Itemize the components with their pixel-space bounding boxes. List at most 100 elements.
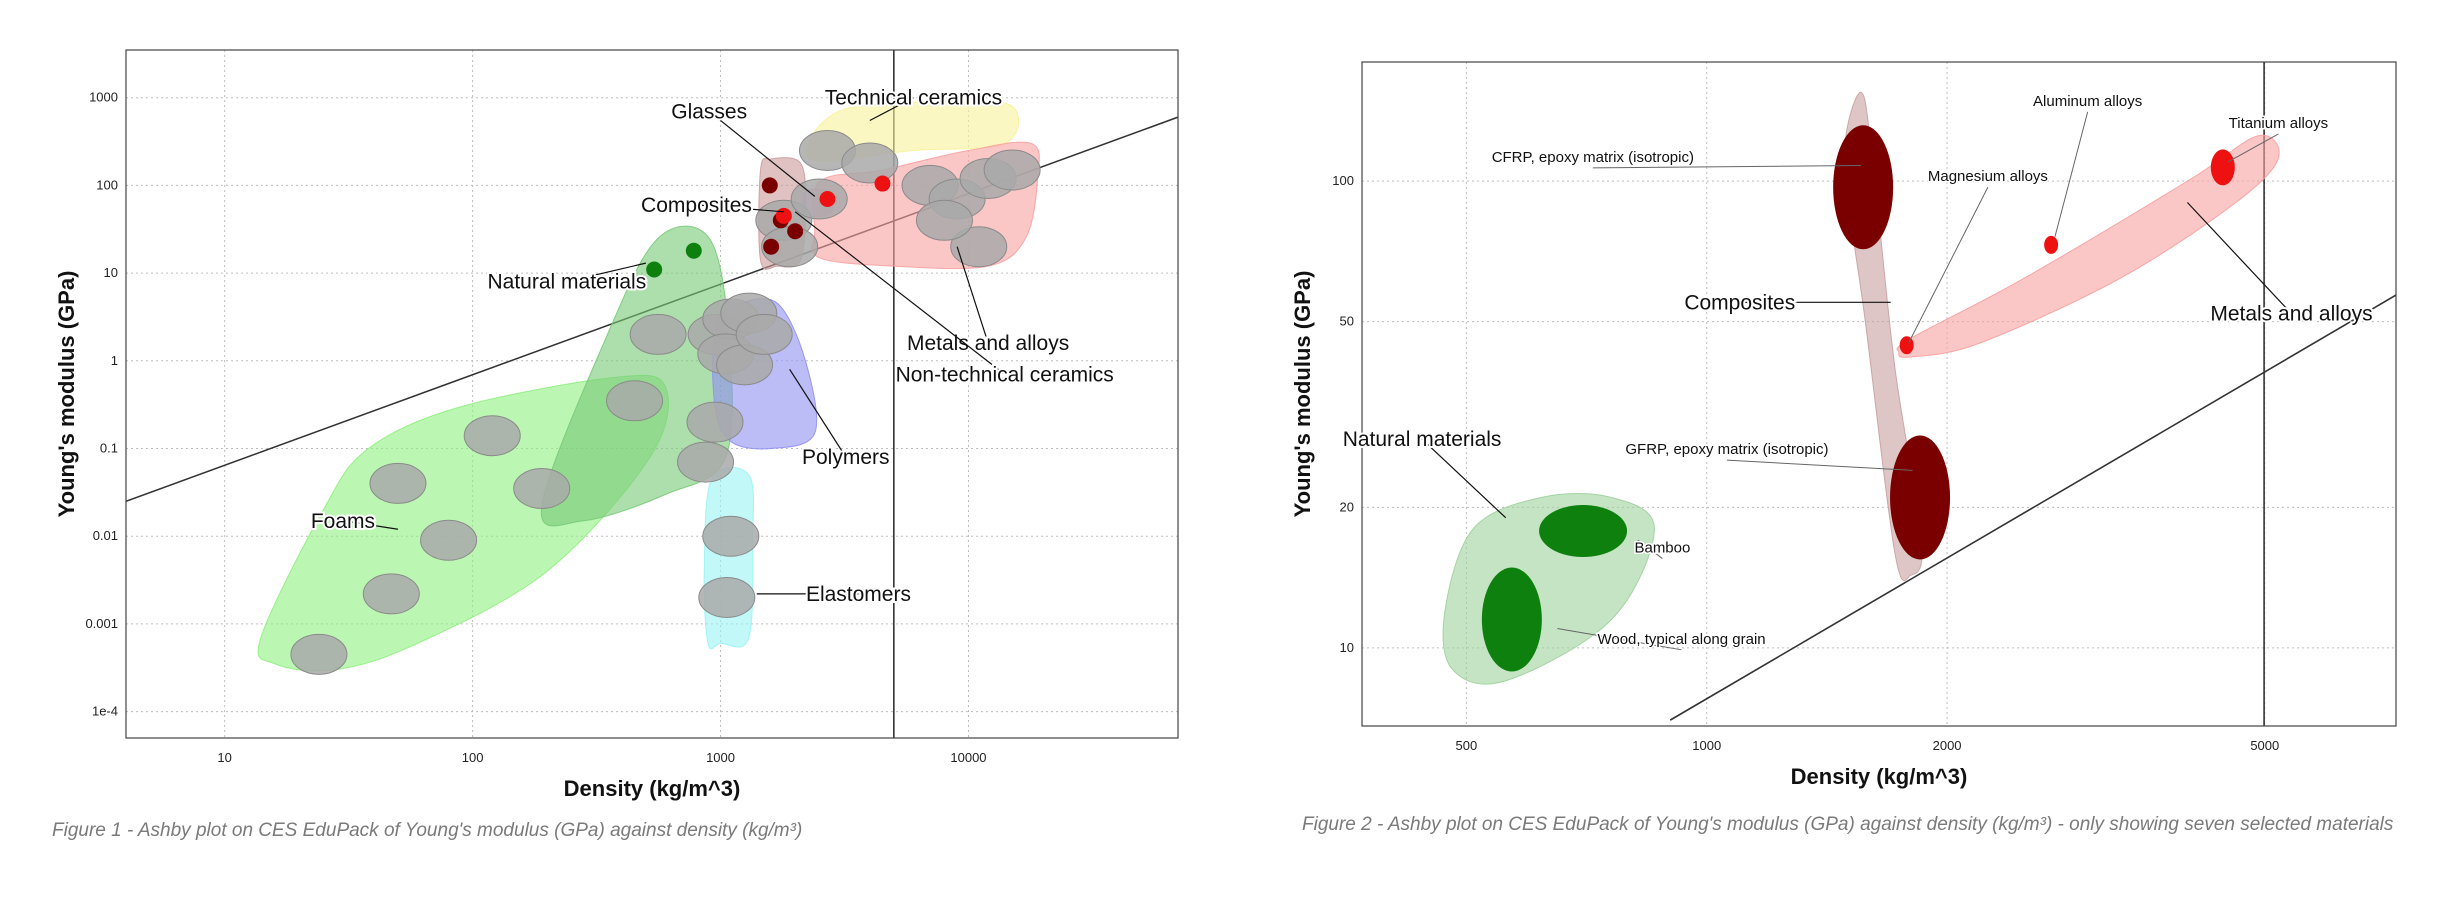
aluminum-alloys-label: Aluminum alloys bbox=[2033, 93, 2142, 110]
magnesium-alloys-label: Magnesium alloys bbox=[1928, 168, 2048, 185]
gfrp-epoxy-matrix-isotropic-label: GFRP, epoxy matrix (isotropic) bbox=[1625, 441, 1828, 458]
technical-ceramics-label: Technical ceramics bbox=[825, 87, 1002, 110]
guideline bbox=[1669, 294, 2396, 721]
gfrp-epoxy-matrix-isotropic-leader bbox=[1726, 459, 1913, 471]
titanium-alloys-marker bbox=[2210, 149, 2235, 186]
y-tick-label: 50 bbox=[1340, 314, 1354, 329]
glasses-label: Glasses bbox=[671, 100, 747, 123]
natural-materials-label: Natural materials bbox=[487, 271, 646, 294]
bamboo-label: Bamboo bbox=[1634, 540, 1690, 557]
metals-and-alloys-member bbox=[915, 199, 973, 241]
x-axis-title: Density (kg/m^3) bbox=[1791, 764, 1968, 789]
foams-label: Foams bbox=[311, 510, 375, 533]
bamboo-marker bbox=[1539, 504, 1628, 557]
non-technical-ceramics-leader bbox=[794, 211, 1006, 375]
x-tick-label: 5000 bbox=[2250, 738, 2279, 753]
composites-label: Composites bbox=[1684, 291, 1795, 314]
composites-highlight bbox=[787, 223, 804, 240]
bamboo-leader bbox=[1637, 539, 1663, 559]
figure-2-caption: Figure 2 - Ashby plot on CES EduPack of … bbox=[1302, 814, 2394, 835]
y-tick-label: 1 bbox=[111, 353, 118, 368]
y-tick-label: 100 bbox=[1332, 173, 1354, 188]
aluminum-alloys-leader bbox=[2054, 111, 2089, 237]
figure-1-caption: Figure 1 - Ashby plot on CES EduPack of … bbox=[52, 820, 803, 841]
natural-materials-label: Natural materials bbox=[1343, 428, 1502, 451]
chart-2: 500 1000 2000 5000 10 20 50 100 Density (kg/m^3)… bbox=[1290, 0, 2444, 894]
natural-materials-member bbox=[629, 313, 687, 355]
metals-and-alloys-label: Metals and alloys bbox=[907, 332, 1069, 355]
metals-and-alloys-leader bbox=[956, 246, 989, 344]
plot-border bbox=[125, 49, 1179, 739]
metals-and-alloys-label: Metals and alloys bbox=[2210, 303, 2372, 326]
y-tick-label: 20 bbox=[1340, 499, 1354, 514]
y-tick-label: 0.001 bbox=[85, 616, 118, 631]
ashby-plot-selected-materials: 500 1000 2000 5000 10 20 50 100 Density (kg/m^3)… bbox=[1290, 61, 2397, 789]
ashby-plot-all-materials: 10 100 1000 10000 1e-4 0.001 0.01 0.1 1 10 100 1000… bbox=[54, 49, 1179, 801]
elastomers-member bbox=[702, 515, 760, 557]
composites-leader bbox=[696, 204, 784, 213]
plot-border bbox=[1361, 61, 2397, 727]
metals-and-alloys-member bbox=[950, 226, 1008, 268]
natural-materials-member bbox=[686, 401, 744, 443]
x-axis-title: Density (kg/m^3) bbox=[564, 776, 741, 801]
y-tick-label: 10 bbox=[1340, 640, 1354, 655]
elastomers-label: Elastomers bbox=[806, 583, 911, 606]
y-tick-label: 1e-4 bbox=[92, 704, 118, 719]
natural-materials-leader bbox=[1421, 438, 1507, 519]
y-tick-label: 0.1 bbox=[100, 441, 118, 456]
technical-ceramics-member bbox=[841, 142, 899, 184]
y-tick-label: 10 bbox=[104, 265, 118, 280]
x-tick-label: 10 bbox=[217, 750, 231, 765]
wood-typical-along-grain-marker bbox=[1481, 567, 1542, 672]
elastomers-member bbox=[698, 577, 756, 619]
y-tick-label: 0.01 bbox=[93, 528, 118, 543]
glasses-member bbox=[790, 178, 848, 220]
y-tick-label: 100 bbox=[96, 177, 118, 192]
x-tick-label: 100 bbox=[462, 750, 484, 765]
plot-area bbox=[1442, 62, 2396, 726]
x-tick-label: 500 bbox=[1456, 738, 1478, 753]
foams-leader bbox=[342, 520, 399, 530]
y-tick-label: 1000 bbox=[89, 90, 118, 105]
foams-member bbox=[463, 415, 521, 457]
plot-area bbox=[126, 50, 1178, 738]
titanium-alloys-label: Titanium alloys bbox=[2229, 115, 2328, 132]
cfrp-epoxy-matrix-isotropic-marker bbox=[1833, 125, 1894, 250]
metals-and-alloys-highlight bbox=[874, 175, 891, 192]
foams-member bbox=[606, 380, 664, 422]
metals-and-alloys-leader bbox=[2186, 202, 2292, 315]
foams-member bbox=[369, 462, 427, 504]
magnesium-alloys-marker bbox=[1899, 336, 1914, 355]
y-axis-title: Young's modulus (GPa) bbox=[54, 271, 79, 518]
y-axis-title: Young's modulus (GPa) bbox=[1290, 271, 1315, 518]
chart-1: 10 100 1000 10000 1e-4 0.001 0.01 0.1 1 10 100 1000… bbox=[0, 0, 1222, 894]
natural-materials-member bbox=[677, 441, 735, 483]
metals-and-alloys-member bbox=[983, 149, 1041, 191]
cfrp-epoxy-matrix-isotropic-leader bbox=[1592, 165, 1861, 169]
composites-highlight bbox=[761, 177, 778, 194]
x-tick-label: 10000 bbox=[950, 750, 986, 765]
foams-member bbox=[290, 633, 348, 675]
aluminum-alloys-marker bbox=[2044, 235, 2059, 254]
foams-member bbox=[362, 573, 420, 615]
natural-materials-highlight bbox=[646, 261, 663, 278]
non-technical-ceramics-label: Non-technical ceramics bbox=[896, 363, 1114, 386]
natural-materials-leader bbox=[566, 262, 647, 283]
metals-and-alloys-highlight bbox=[775, 207, 792, 224]
technical-ceramics-leader bbox=[869, 97, 914, 122]
foams-member bbox=[420, 519, 478, 561]
cfrp-epoxy-matrix-isotropic-label: CFRP, epoxy matrix (isotropic) bbox=[1492, 149, 1694, 166]
glasses-leader bbox=[708, 110, 816, 197]
x-tick-label: 1000 bbox=[1692, 738, 1721, 753]
titanium-alloys-leader bbox=[2228, 133, 2279, 163]
x-tick-label: 2000 bbox=[1933, 738, 1962, 753]
polymers-leader bbox=[789, 368, 847, 458]
wood-typical-along-grain-leader bbox=[1557, 628, 1682, 651]
composites-label: Composites bbox=[641, 194, 752, 217]
polymers-member bbox=[735, 313, 793, 355]
metals-and-alloys-envelope bbox=[1896, 134, 2280, 358]
wood-typical-along-grain-label: Wood, typical along grain bbox=[1597, 631, 1765, 648]
metals-and-alloys-highlight bbox=[819, 190, 836, 207]
x-tick-label: 1000 bbox=[706, 750, 735, 765]
magnesium-alloys-leader bbox=[1908, 186, 1989, 344]
